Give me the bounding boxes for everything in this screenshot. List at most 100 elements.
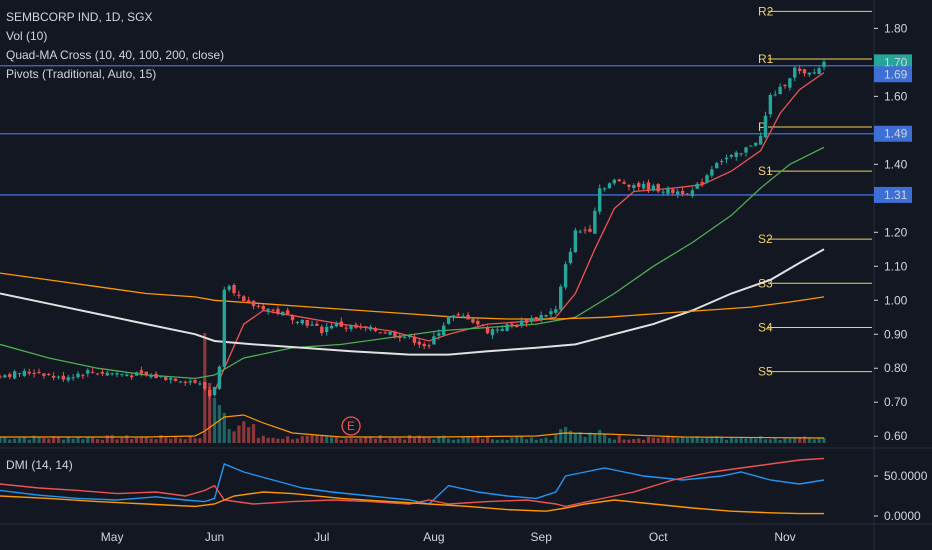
- candle-body: [37, 371, 41, 373]
- candle-body: [134, 372, 139, 376]
- volume-bar: [403, 439, 407, 443]
- volume-bar: [227, 428, 231, 443]
- candle-body: [515, 325, 519, 327]
- price-tick-label: 1.20: [884, 225, 908, 239]
- candle-body: [90, 371, 95, 373]
- candle-body: [266, 308, 270, 311]
- candle-body: [120, 374, 124, 376]
- candle-body: [476, 320, 480, 325]
- candle-body: [437, 333, 441, 336]
- candle-body: [290, 315, 295, 321]
- volume-bar: [681, 436, 685, 443]
- volume-bar: [471, 436, 475, 443]
- candle-body: [407, 335, 412, 337]
- legend-vol[interactable]: Vol (10): [6, 29, 48, 43]
- pivot-label: P: [758, 120, 766, 134]
- volume-bar: [442, 435, 446, 443]
- candle-body: [188, 381, 192, 383]
- candle-body: [27, 371, 31, 374]
- volume-bar: [393, 437, 397, 443]
- time-tick-label: Nov: [774, 530, 795, 544]
- volume-bar: [554, 434, 558, 443]
- legend-title[interactable]: SEMBCORP IND, 1D, SGX: [6, 10, 153, 24]
- candle-body: [700, 181, 704, 184]
- candle-body: [198, 383, 202, 385]
- volume-bar: [71, 438, 75, 443]
- candle-body: [729, 154, 734, 157]
- candle-body: [544, 315, 548, 317]
- candle-body: [617, 179, 621, 182]
- volume-bar: [505, 439, 509, 443]
- volume-bar: [578, 432, 582, 443]
- candle-body: [685, 193, 690, 195]
- candle-body: [510, 323, 514, 325]
- dmi-legend[interactable]: DMI (14, 14): [6, 458, 73, 472]
- volume-bar: [539, 438, 543, 443]
- candle-body: [56, 376, 61, 378]
- candle-body: [593, 210, 597, 234]
- volume-bar: [139, 437, 143, 443]
- volume-bar: [651, 437, 655, 443]
- candle-body: [768, 95, 773, 115]
- volume-bar: [154, 439, 158, 443]
- candle-body: [641, 183, 646, 189]
- volume-bar: [407, 435, 412, 443]
- candle-body: [71, 377, 75, 379]
- pivot-label: S2: [758, 232, 773, 246]
- volume-bar: [417, 435, 421, 443]
- candle-body: [573, 230, 578, 253]
- candle-body: [422, 343, 426, 347]
- volume-bar: [773, 437, 777, 443]
- volume-bar: [261, 435, 265, 443]
- volume-bar: [690, 437, 694, 443]
- volume-bar: [320, 435, 324, 443]
- volume-bar: [637, 438, 641, 443]
- volume-bar: [563, 427, 568, 443]
- time-tick-label: Jun: [205, 530, 224, 544]
- volume-bar: [729, 437, 733, 443]
- candle-body: [402, 337, 407, 339]
- candle-body: [354, 324, 358, 328]
- candle-body: [715, 163, 719, 169]
- volume-bar: [641, 439, 646, 443]
- candle-body: [793, 67, 797, 78]
- volume-bar: [130, 439, 134, 443]
- candle-body: [412, 336, 417, 343]
- candle-body: [115, 373, 119, 375]
- candle-body: [690, 190, 695, 196]
- candle-body: [276, 308, 280, 314]
- candle-body: [105, 372, 109, 376]
- candle-body: [154, 373, 158, 378]
- price-badge: [874, 186, 912, 203]
- volume-bar: [549, 439, 553, 443]
- volume-bar: [305, 435, 309, 443]
- candle-body: [139, 370, 144, 374]
- candle-body: [524, 319, 529, 324]
- legend-pivots[interactable]: Pivots (Traditional, Auto, 15): [6, 67, 157, 81]
- candle-body: [417, 341, 422, 345]
- candle-body: [680, 190, 685, 195]
- volume-bar: [173, 437, 178, 443]
- legend-ma[interactable]: Quad-MA Cross (10, 40, 100, 200, close): [6, 48, 225, 62]
- candle-body: [495, 329, 500, 331]
- volume-bar: [802, 436, 807, 443]
- volume-bar: [368, 436, 373, 443]
- volume-bar: [822, 437, 826, 443]
- volume-bar: [485, 435, 490, 443]
- candle-body: [368, 326, 373, 330]
- volume-bar: [510, 437, 514, 443]
- volume-bar: [237, 425, 241, 443]
- volume-bar: [95, 439, 100, 443]
- candle-body: [588, 228, 592, 232]
- candle-body: [744, 147, 748, 153]
- candle-body: [173, 378, 178, 381]
- candle-body: [710, 169, 714, 176]
- volume-bar: [607, 438, 612, 443]
- volume-bar: [198, 438, 202, 443]
- candle-body: [178, 381, 183, 383]
- volume-bar: [437, 436, 441, 443]
- volume-bar: [598, 429, 602, 443]
